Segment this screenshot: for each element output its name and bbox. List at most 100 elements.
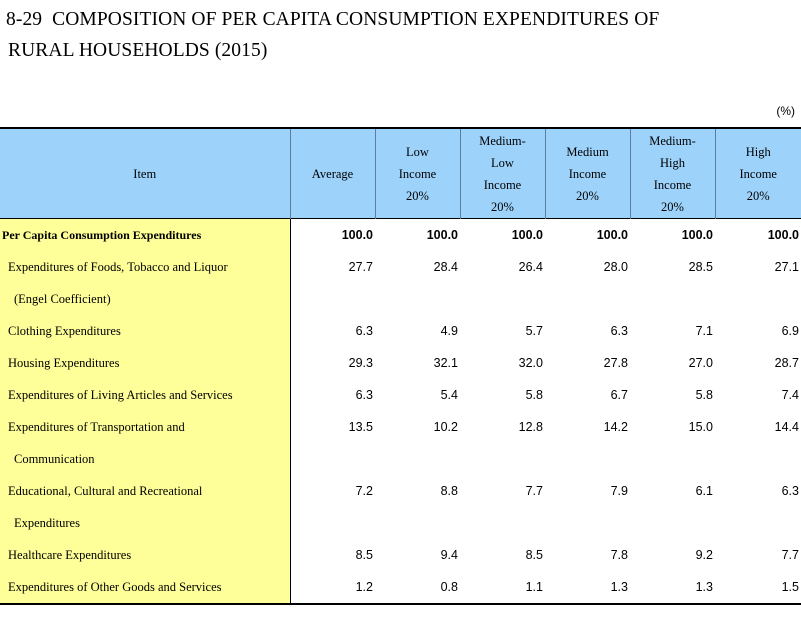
table-row: Expenditures of Living Articles and Serv… <box>0 379 801 411</box>
cell-value: 29.3 <box>348 356 373 370</box>
cell-value <box>375 443 460 475</box>
cell-value: 6.3 <box>610 324 628 338</box>
cell-value: 32.1 <box>433 356 458 370</box>
cell-value: 6.3 <box>781 484 799 498</box>
cell-value: 100.0 <box>511 228 543 242</box>
table-row: Healthcare Expenditures 8.5 9.4 8.5 7.8 9.2 7.… <box>0 539 801 571</box>
cell-value <box>545 507 630 539</box>
cell-value: 8.5 <box>355 548 373 562</box>
cell-value: 6.3 <box>355 324 373 338</box>
cell-value: 100.0 <box>426 228 458 242</box>
cell-value: 28.4 <box>433 260 458 274</box>
cell-value: 5.8 <box>525 388 543 402</box>
row-label: Expenditures <box>0 507 291 539</box>
cell-value: 10.2 <box>433 420 458 434</box>
cell-value: 28.0 <box>603 260 628 274</box>
cell-value: 1.1 <box>460 571 545 605</box>
cell-value: 7.7 <box>525 484 543 498</box>
cell-value: 9.4 <box>440 548 458 562</box>
table-row: Clothing Expenditures 6.3 4.9 5.7 6.3 7.1 6.9 <box>0 315 801 347</box>
cell-value <box>290 443 375 475</box>
header-high-income: High Income 20% <box>714 128 801 219</box>
cell-value: 100.0 <box>681 228 713 242</box>
cell-value: 15.0 <box>688 420 713 434</box>
title-line-2: RURAL HOUSEHOLDS (2015) <box>8 40 268 61</box>
cell-value <box>460 443 545 475</box>
cell-value: 5.4 <box>440 388 458 402</box>
cell-value <box>630 443 715 475</box>
title-line-1: 8-29 COMPOSITION OF PER CAPITA CONSUMPTI… <box>6 9 660 30</box>
header-row: Item Average Low Income 20% Medium- Low Inco… <box>0 128 801 219</box>
row-label: Expenditures of Foods, Tobacco and Liquo… <box>0 251 291 283</box>
header-medium-high-income: Medium- High Income 20% <box>629 128 715 219</box>
header-low-income: Low Income 20% <box>374 128 460 219</box>
cell-value: 5.8 <box>695 388 713 402</box>
cell-value: 8.5 <box>525 548 543 562</box>
cell-value: 1.2 <box>290 571 375 605</box>
cell-value: 6.3 <box>355 388 373 402</box>
header-average: Average <box>289 128 375 219</box>
table-row: Housing Expenditures 29.3 32.1 32.0 27.8 27.0… <box>0 347 801 379</box>
row-label: Per Capita Consumption Expenditures <box>0 218 291 251</box>
cell-value <box>715 283 801 315</box>
cell-value: 7.9 <box>610 484 628 498</box>
table-row: Expenditures <box>0 507 801 539</box>
row-label: (Engel Coefficient) <box>0 283 291 315</box>
cell-value: 32.0 <box>518 356 543 370</box>
cell-value: 7.4 <box>781 388 799 402</box>
row-label: Expenditures of Other Goods and Services <box>0 571 291 605</box>
header-item: Item <box>0 128 290 219</box>
cell-value: 5.7 <box>525 324 543 338</box>
cell-value: 12.8 <box>518 420 543 434</box>
cell-value <box>545 283 630 315</box>
row-label: Communication <box>0 443 291 475</box>
table-row: Per Capita Consumption Expenditures 100.0… <box>0 218 801 251</box>
cell-value: 27.7 <box>348 260 373 274</box>
cell-value <box>715 507 801 539</box>
row-label: Expenditures of Transportation and <box>0 411 291 443</box>
cell-value: 100.0 <box>767 228 799 242</box>
cell-value: 6.7 <box>610 388 628 402</box>
expenditure-table: Item Average Low Income 20% Medium- Low Inco… <box>0 127 801 605</box>
table-row: Communication <box>0 443 801 475</box>
table-row: Expenditures of Other Goods and Services… <box>0 571 801 605</box>
cell-value: 1.5 <box>715 571 801 605</box>
cell-value <box>460 507 545 539</box>
cell-value: 1.3 <box>545 571 630 605</box>
cell-value: 6.1 <box>695 484 713 498</box>
cell-value: 28.5 <box>688 260 713 274</box>
row-label: Housing Expenditures <box>0 347 291 379</box>
page-title: 8-29 COMPOSITION OF PER CAPITA CONSUMPTI… <box>6 4 659 66</box>
cell-value <box>290 507 375 539</box>
table-row: Expenditures of Transportation and 13.5 10… <box>0 411 801 443</box>
cell-value: 100.0 <box>341 228 373 242</box>
unit-label: (%) <box>776 104 795 118</box>
cell-value: 27.1 <box>774 260 799 274</box>
cell-value: 7.8 <box>610 548 628 562</box>
row-label: Clothing Expenditures <box>0 315 291 347</box>
cell-value <box>290 283 375 315</box>
cell-value: 8.8 <box>440 484 458 498</box>
cell-value: 14.4 <box>774 420 799 434</box>
cell-value: 13.5 <box>348 420 373 434</box>
cell-value: 27.8 <box>603 356 628 370</box>
cell-value: 100.0 <box>596 228 628 242</box>
cell-value <box>630 507 715 539</box>
cell-value: 1.3 <box>630 571 715 605</box>
cell-value: 4.9 <box>440 324 458 338</box>
cell-value: 9.2 <box>695 548 713 562</box>
cell-value <box>545 443 630 475</box>
cell-value <box>375 283 460 315</box>
table-row: Educational, Cultural and Recreational 7.… <box>0 475 801 507</box>
cell-value: 7.2 <box>355 484 373 498</box>
header-medium-low-income: Medium- Low Income 20% <box>459 128 545 219</box>
row-label: Healthcare Expenditures <box>0 539 291 571</box>
cell-value: 6.9 <box>781 324 799 338</box>
cell-value: 26.4 <box>518 260 543 274</box>
cell-value <box>715 443 801 475</box>
table-row: Expenditures of Foods, Tobacco and Liquo… <box>0 251 801 283</box>
cell-value <box>630 283 715 315</box>
row-label: Expenditures of Living Articles and Serv… <box>0 379 291 411</box>
cell-value: 0.8 <box>375 571 460 605</box>
header-medium-income: Medium Income 20% <box>544 128 630 219</box>
